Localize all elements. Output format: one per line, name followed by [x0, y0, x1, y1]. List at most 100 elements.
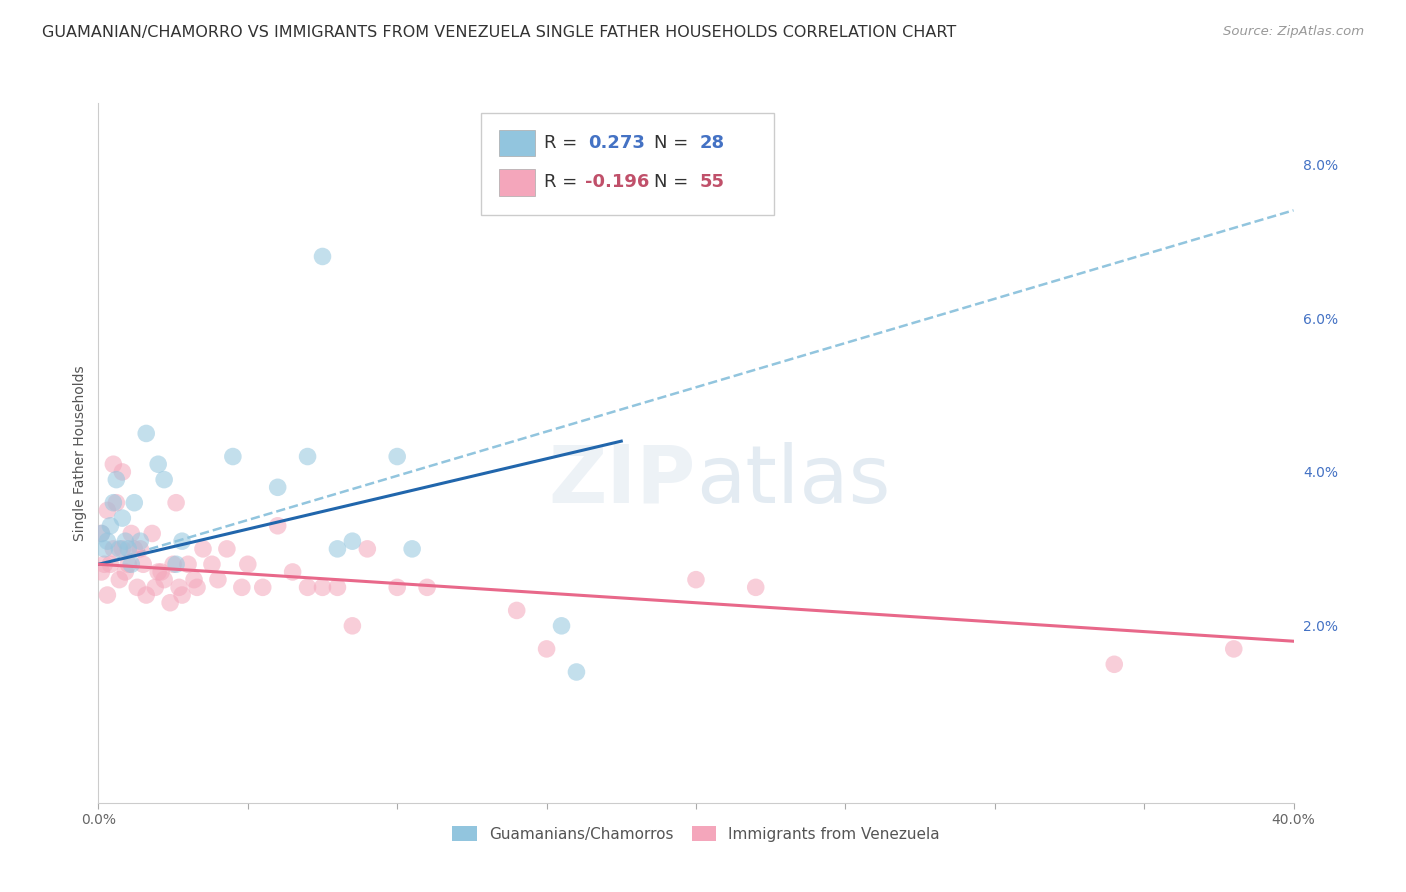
Point	[135, 426, 157, 441]
Point	[105, 473, 128, 487]
Text: N =: N =	[654, 134, 695, 153]
Text: N =: N =	[654, 173, 695, 192]
Point	[385, 450, 409, 464]
Y-axis label: Single Father Households: Single Father Households	[73, 365, 87, 541]
Point	[148, 565, 170, 579]
Point	[231, 580, 253, 594]
Point	[90, 565, 112, 579]
Point	[177, 558, 200, 572]
Point	[385, 580, 409, 594]
Text: -0.196: -0.196	[585, 173, 650, 192]
Point	[311, 250, 333, 264]
Text: GUAMANIAN/CHAMORRO VS IMMIGRANTS FROM VENEZUELA SINGLE FATHER HOUSEHOLDS CORRELA: GUAMANIAN/CHAMORRO VS IMMIGRANTS FROM VE…	[42, 25, 956, 40]
Text: atlas: atlas	[696, 442, 890, 520]
Point	[297, 450, 319, 464]
Point	[172, 534, 194, 549]
Point	[236, 558, 259, 572]
Point	[96, 534, 118, 549]
Point	[141, 526, 163, 541]
Point	[252, 580, 274, 594]
Point	[143, 580, 166, 594]
Point	[114, 534, 136, 549]
Point	[167, 580, 190, 594]
Point	[127, 580, 149, 594]
Point	[550, 619, 572, 633]
Point	[93, 541, 115, 556]
Point	[536, 641, 558, 656]
Point	[98, 518, 122, 533]
Point	[281, 565, 304, 579]
Point	[96, 503, 118, 517]
Point	[103, 457, 125, 471]
Point	[297, 580, 319, 594]
Point	[98, 558, 122, 572]
Point	[1104, 657, 1126, 672]
FancyBboxPatch shape	[499, 130, 534, 156]
Point	[111, 465, 134, 479]
Point	[401, 541, 423, 556]
Point	[148, 457, 170, 471]
Point	[129, 541, 152, 556]
Point	[506, 603, 529, 617]
Text: 28: 28	[700, 134, 724, 153]
Point	[311, 580, 333, 594]
FancyBboxPatch shape	[481, 113, 773, 215]
Text: 0.273: 0.273	[589, 134, 645, 153]
Point	[159, 596, 181, 610]
Point	[135, 588, 157, 602]
Text: R =: R =	[544, 173, 583, 192]
Text: R =: R =	[544, 134, 583, 153]
Point	[103, 496, 125, 510]
Point	[165, 496, 187, 510]
Point	[108, 541, 131, 556]
Point	[191, 541, 214, 556]
Point	[207, 573, 229, 587]
Point	[120, 526, 142, 541]
Point	[342, 619, 364, 633]
Point	[105, 496, 128, 510]
Point	[416, 580, 439, 594]
Point	[267, 518, 290, 533]
Point	[1223, 641, 1246, 656]
Point	[162, 558, 184, 572]
Point	[93, 558, 115, 572]
Point	[153, 573, 176, 587]
Point	[745, 580, 768, 594]
Point	[153, 473, 176, 487]
Point	[132, 558, 155, 572]
Point	[685, 573, 707, 587]
Point	[356, 541, 378, 556]
Point	[215, 541, 238, 556]
Point	[172, 588, 194, 602]
Point	[129, 534, 152, 549]
Point	[117, 541, 139, 556]
Point	[201, 558, 224, 572]
Point	[186, 580, 208, 594]
Point	[342, 534, 364, 549]
Point	[111, 511, 134, 525]
Point	[267, 480, 290, 494]
Point	[124, 496, 146, 510]
Point	[114, 565, 136, 579]
Point	[326, 541, 349, 556]
FancyBboxPatch shape	[499, 169, 534, 195]
Point	[124, 541, 146, 556]
Point	[183, 573, 205, 587]
Text: 55: 55	[700, 173, 724, 192]
Point	[222, 450, 245, 464]
Point	[120, 558, 142, 572]
Point	[90, 526, 112, 541]
Legend: Guamanians/Chamorros, Immigrants from Venezuela: Guamanians/Chamorros, Immigrants from Ve…	[446, 820, 946, 847]
Point	[565, 665, 588, 679]
Text: Source: ZipAtlas.com: Source: ZipAtlas.com	[1223, 25, 1364, 38]
Point	[150, 565, 173, 579]
Point	[111, 541, 134, 556]
Text: ZIP: ZIP	[548, 442, 696, 520]
Point	[165, 558, 187, 572]
Point	[103, 541, 125, 556]
Point	[96, 588, 118, 602]
Point	[326, 580, 349, 594]
Point	[117, 558, 139, 572]
Point	[108, 573, 131, 587]
Point	[90, 526, 112, 541]
